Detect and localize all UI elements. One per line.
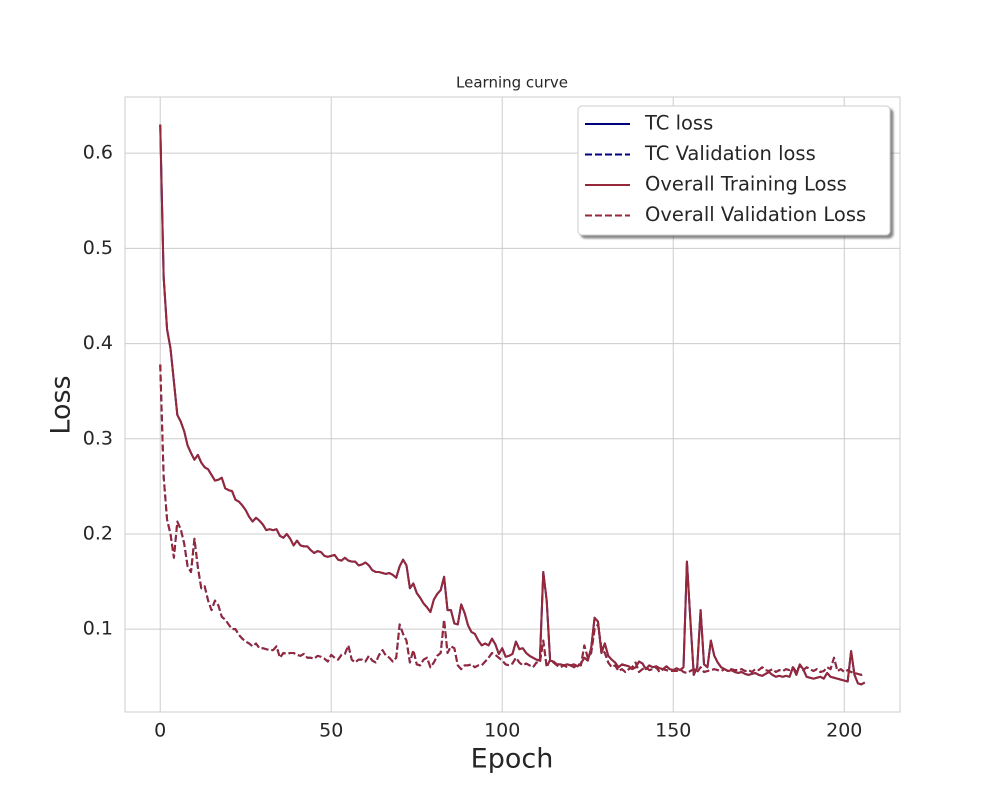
legend-label: TC Validation loss [644, 142, 816, 165]
legend: TC loss TC Validation loss Overall Trainin… [577, 105, 891, 236]
y-tick-label: 0.4 [83, 332, 113, 354]
legend-label: TC loss [644, 112, 713, 135]
series-line [159, 364, 866, 676]
x-tick-label: 50 [319, 720, 343, 742]
x-tick-label: 0 [154, 720, 166, 742]
x-tick-label: 200 [826, 720, 862, 742]
series-line [159, 124, 866, 686]
y-tick-label: 0.6 [83, 142, 113, 164]
legend-label: Overall Validation Loss [645, 203, 866, 226]
y-tick-label: 0.3 [83, 427, 113, 449]
y-axis-label: Loss [46, 375, 77, 434]
chart-title: Learning curve [456, 74, 568, 92]
y-tick-label: 0.5 [83, 237, 113, 259]
x-tick-label: 150 [655, 720, 691, 742]
series-line [159, 364, 866, 676]
y-tick-label: 0.1 [83, 618, 113, 640]
x-axis-label: Epoch [471, 744, 554, 775]
legend-label: Overall Training Loss [645, 173, 847, 196]
x-tick-label: 100 [484, 720, 520, 742]
y-tick-label: 0.2 [83, 522, 113, 544]
plot-frame [124, 96, 901, 713]
legend-box [577, 105, 891, 236]
